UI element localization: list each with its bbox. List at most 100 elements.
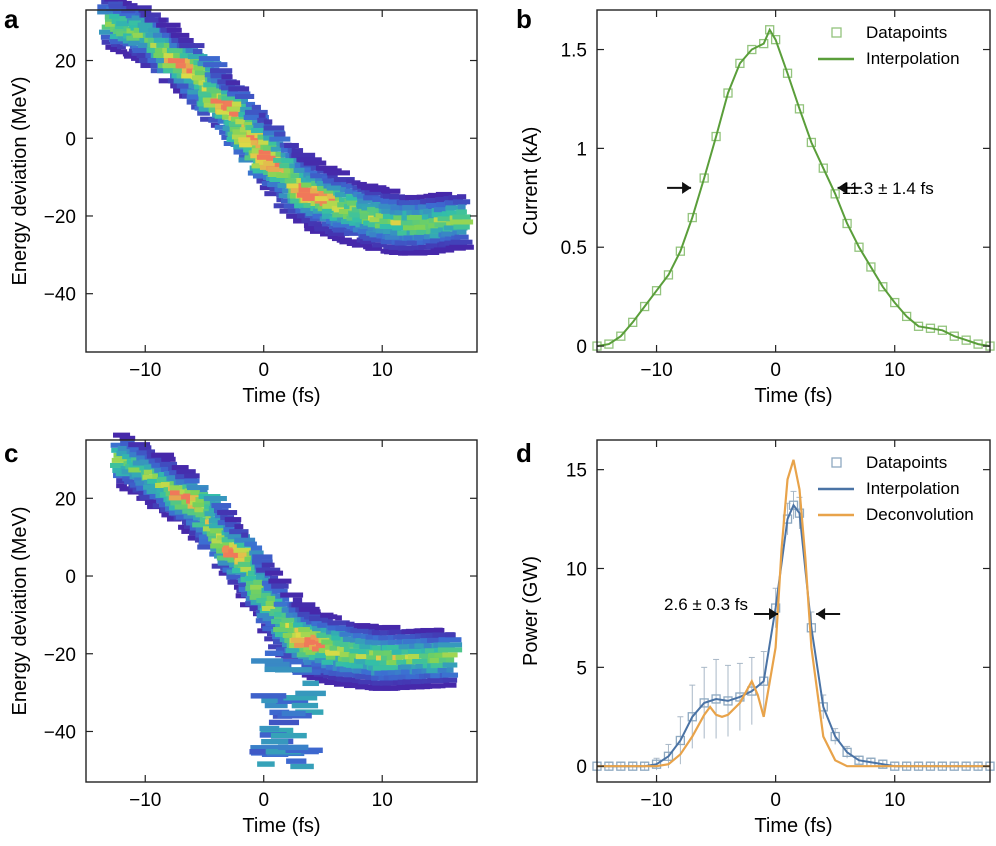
heatmap-cell — [251, 104, 261, 110]
heatmap-cell — [313, 223, 328, 229]
heatmap-cell — [222, 114, 232, 120]
heatmap-cell — [438, 637, 462, 643]
heatmap-cell — [379, 630, 392, 636]
x-axis-label: Time (fs) — [242, 385, 320, 407]
heatmap-cell — [309, 609, 321, 615]
x-tick-label: 0 — [770, 790, 781, 811]
heatmap-cell — [327, 193, 339, 199]
heatmap-cell — [351, 180, 361, 186]
heatmap-tail-cell — [285, 747, 323, 754]
heatmap-cell — [173, 88, 188, 94]
heatmap-cell — [194, 70, 213, 76]
heatmap-cell — [442, 677, 458, 683]
heatmap-cell — [216, 555, 238, 561]
heatmap-cell — [369, 186, 390, 192]
heatmap-cell — [300, 632, 318, 638]
heatmap-cell — [280, 592, 304, 598]
heatmap-cell — [217, 510, 238, 516]
heatmap-cell — [282, 188, 290, 194]
heatmap-cell — [387, 635, 395, 641]
heatmap-cell — [217, 560, 237, 566]
heatmap-cell — [240, 106, 261, 113]
y-tick-label: −20 — [44, 645, 76, 666]
heatmap-cell — [160, 482, 177, 488]
y-tick-label: 0 — [65, 129, 76, 150]
heatmap-tail-cell — [257, 761, 275, 767]
y-tick-label: 15 — [566, 461, 587, 482]
heatmap-cell — [299, 172, 308, 179]
heatmap-cell — [191, 75, 216, 81]
panel-b-current-plot: −10 0 10 0 0.5 1 1.5 Time (fs) Current (kA) Datap… — [520, 9, 995, 407]
heatmap-cell — [210, 68, 233, 74]
heatmap-cell — [441, 231, 459, 237]
heatmap-tail-cell — [270, 732, 307, 739]
heatmap-cell — [108, 3, 135, 9]
y-tick-label: 10 — [566, 559, 587, 580]
datapoint-marker — [663, 751, 674, 761]
heatmap-cell — [225, 522, 241, 528]
heatmap-cell — [400, 664, 418, 670]
y-tick-label: 0.5 — [561, 238, 587, 259]
heatmap-cell — [332, 222, 356, 228]
heatmap-cell — [97, 9, 123, 15]
heatmap-cell — [298, 606, 320, 612]
heatmap-tail-cell — [250, 745, 283, 751]
y-tick-label: −40 — [44, 285, 76, 306]
heatmap-tail-cell — [250, 693, 287, 699]
heatmap-cell — [138, 22, 164, 28]
heatmap-cell — [188, 83, 196, 89]
heatmap-cell — [364, 190, 383, 196]
plot-frame — [596, 9, 991, 353]
heatmap-cell — [322, 673, 331, 679]
heatmap-cell — [163, 42, 173, 48]
heatmap-cell — [192, 515, 203, 521]
heatmap-cell — [444, 236, 455, 242]
x-tick-label: 0 — [258, 790, 269, 811]
heatmap-cell — [323, 188, 342, 194]
heatmap-cell — [263, 119, 273, 125]
heatmap-cell — [315, 178, 327, 184]
heatmap-cell — [339, 667, 362, 673]
heatmap-cell — [274, 131, 286, 137]
heatmap-cell — [457, 204, 466, 210]
heatmap-cell — [375, 655, 384, 661]
heatmap-cell — [185, 48, 199, 54]
datapoint-marker — [651, 286, 662, 296]
heatmap-cell — [282, 596, 290, 602]
heatmap-cell — [250, 584, 275, 590]
heatmap-cell — [165, 37, 172, 43]
heatmap-cell — [310, 634, 320, 640]
heatmap-cell — [184, 473, 200, 479]
heatmap-cell — [101, 39, 118, 45]
heatmap-cell — [170, 32, 190, 38]
heatmap-tail-cell — [281, 710, 306, 717]
heatmap-cell — [280, 198, 291, 204]
y-axis-label: Energy deviation (MeV) — [9, 77, 31, 286]
heatmap-cell — [156, 22, 181, 28]
heatmap-cell — [272, 588, 288, 594]
heatmap-cell — [398, 245, 420, 251]
heatmap-cell — [257, 117, 268, 123]
heatmap-cell — [109, 39, 133, 45]
heatmap-cell — [113, 432, 131, 438]
heatmap-cell — [380, 640, 391, 646]
heatmap-cell — [185, 63, 198, 69]
y-tick-label: 5 — [576, 658, 587, 679]
heatmap-cell — [115, 49, 128, 55]
heatmap-cell — [326, 170, 350, 176]
heatmap-cell — [380, 239, 402, 245]
datapoint-marker — [699, 698, 709, 708]
heatmap-cell — [250, 545, 263, 551]
heatmap-cell — [402, 205, 428, 211]
heatmap-cell — [399, 195, 407, 201]
heatmap-cell — [321, 175, 332, 181]
heatmap-cell — [368, 210, 379, 216]
heatmap-cell — [286, 183, 309, 189]
heatmap-cell — [226, 106, 251, 112]
heatmap-cell — [205, 514, 214, 520]
heatmap-cell — [431, 683, 446, 689]
heatmap-cell — [168, 48, 192, 54]
heatmap-cell — [327, 173, 338, 179]
heatmap-cell — [203, 82, 228, 88]
heatmap-cell — [344, 188, 356, 194]
